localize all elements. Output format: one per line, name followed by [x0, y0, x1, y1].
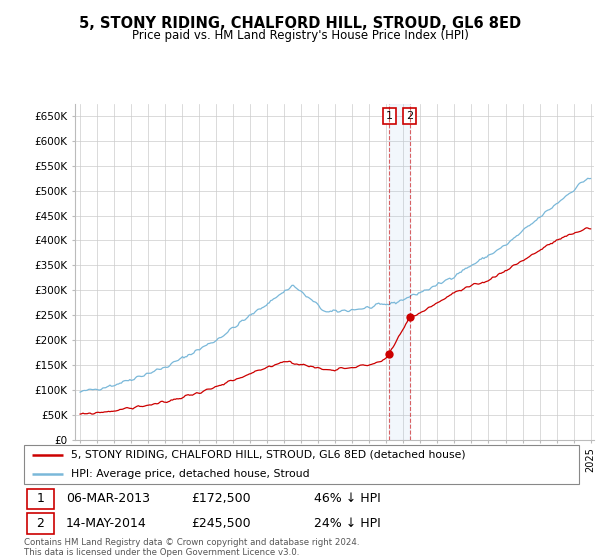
Text: 46% ↓ HPI: 46% ↓ HPI: [314, 492, 381, 505]
Text: 5, STONY RIDING, CHALFORD HILL, STROUD, GL6 8ED: 5, STONY RIDING, CHALFORD HILL, STROUD, …: [79, 16, 521, 31]
Text: HPI: Average price, detached house, Stroud: HPI: Average price, detached house, Stro…: [71, 469, 310, 479]
Text: 5, STONY RIDING, CHALFORD HILL, STROUD, GL6 8ED (detached house): 5, STONY RIDING, CHALFORD HILL, STROUD, …: [71, 450, 466, 460]
Text: Price paid vs. HM Land Registry's House Price Index (HPI): Price paid vs. HM Land Registry's House …: [131, 29, 469, 42]
FancyBboxPatch shape: [24, 445, 579, 484]
Text: 2: 2: [406, 111, 413, 121]
Text: £172,500: £172,500: [191, 492, 251, 505]
Text: Contains HM Land Registry data © Crown copyright and database right 2024.
This d: Contains HM Land Registry data © Crown c…: [24, 538, 359, 557]
Text: 1: 1: [36, 492, 44, 505]
Bar: [389, 104, 410, 440]
Text: 24% ↓ HPI: 24% ↓ HPI: [314, 517, 381, 530]
Text: 2: 2: [36, 517, 44, 530]
Text: 06-MAR-2013: 06-MAR-2013: [66, 492, 150, 505]
Text: 1: 1: [386, 111, 393, 121]
Text: £245,500: £245,500: [191, 517, 251, 530]
Bar: [27, 514, 53, 534]
Bar: [27, 489, 53, 509]
Text: 14-MAY-2014: 14-MAY-2014: [66, 517, 146, 530]
